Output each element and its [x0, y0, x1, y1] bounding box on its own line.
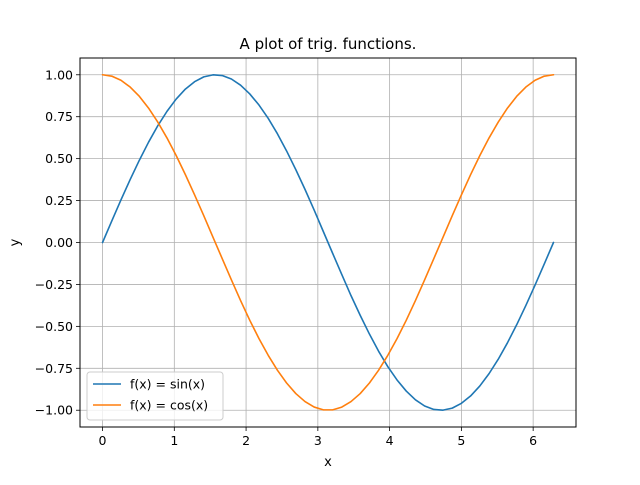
- x-tick-label: 5: [457, 433, 465, 448]
- x-tick-label: 0: [99, 433, 107, 448]
- y-tick-label: −1.00: [35, 403, 73, 418]
- x-tick-label: 3: [314, 433, 322, 448]
- legend-label-sin: f(x) = sin(x): [130, 377, 205, 392]
- chart-title: A plot of trig. functions.: [240, 35, 417, 53]
- legend-entries: f(x) = sin(x) f(x) = cos(x): [93, 377, 208, 413]
- y-axis-label: y: [8, 238, 23, 246]
- series-line-cos: [101, 73, 555, 411]
- y-tick-label: 1.00: [45, 67, 73, 82]
- x-tick-label: 4: [386, 433, 394, 448]
- y-tick-label: 0.00: [45, 235, 73, 250]
- y-tick-label: 0.25: [45, 193, 73, 208]
- x-axis-label: x: [324, 455, 332, 470]
- series-line-sin: [101, 74, 555, 411]
- legend: f(x) = sin(x) f(x) = cos(x): [86, 371, 224, 421]
- y-tick-label: 0.50: [45, 151, 73, 166]
- legend-label-cos: f(x) = cos(x): [130, 398, 208, 413]
- y-tick-label: −0.25: [35, 277, 73, 292]
- axis-ticks: 0 1 2 3 4 5 6 −1.00 −0.75 −0.50 −0.25 0.00 0.25 0.50 0…: [35, 67, 537, 448]
- plot-series: [101, 73, 555, 411]
- x-tick-label: 2: [242, 433, 250, 448]
- y-tick-label: −0.50: [35, 319, 73, 334]
- x-tick-label: 1: [170, 433, 178, 448]
- x-tick-label: 6: [529, 433, 537, 448]
- y-tick-label: −0.75: [35, 361, 73, 376]
- y-tick-label: 0.75: [45, 109, 73, 124]
